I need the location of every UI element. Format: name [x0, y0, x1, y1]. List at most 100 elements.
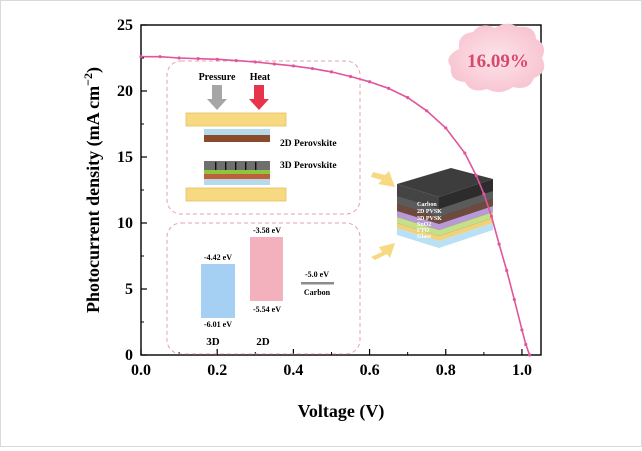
pressure-spike: [225, 162, 227, 170]
layer-glass: [397, 223, 493, 248]
data-point: [512, 297, 516, 302]
3d-label: 3D: [206, 336, 220, 348]
x-tick-label: 0.0: [131, 362, 151, 379]
data-point: [474, 173, 478, 178]
data-point: [482, 192, 486, 196]
y-tick-label: 5: [125, 281, 133, 298]
data-point: [387, 86, 391, 90]
x-axis-label: Voltage (V): [298, 401, 385, 422]
data-point: [139, 55, 143, 59]
device-layer-label: 2D PVSK: [417, 209, 442, 215]
data-point: [505, 268, 509, 273]
y-tick-label: 0: [125, 347, 133, 364]
y-tick-label: 15: [117, 149, 133, 166]
2d-cb-label: -3.58 eV: [253, 226, 281, 235]
3d-perovskite-label: 3D Perovskite: [280, 161, 337, 171]
pressure-spike: [255, 162, 257, 170]
data-point: [329, 70, 334, 74]
data-point: [253, 60, 257, 64]
y-axis-label-main: Photocurrent density (mA cm: [83, 86, 104, 313]
carbon-level-line: [301, 282, 334, 285]
device-stack: Carbon 2D PVSK 3D PVSK SnO2 FTO Glass: [397, 168, 493, 248]
3d-layer-grey: [204, 161, 270, 170]
heat-arrow-icon: [249, 85, 269, 110]
y-axis-label-superscript: −2: [81, 73, 95, 86]
device-layer-label: Carbon: [417, 202, 437, 208]
device-top-face: [397, 168, 493, 197]
data-point: [527, 353, 532, 357]
jv-curve-markers: [139, 55, 532, 357]
bottom-press-plate: [185, 187, 287, 202]
carbon-label: Carbon: [304, 288, 331, 297]
data-point: [406, 96, 410, 100]
layer-2d: [397, 199, 493, 224]
carbon-level-label: -5.0 eV: [305, 270, 329, 279]
data-point: [520, 328, 524, 332]
y-tick-label: 20: [117, 83, 133, 100]
layer-sno2: [397, 212, 493, 236]
3d-cb-label: -4.42 eV: [204, 253, 232, 262]
device-layer-label: 3D PVSK: [417, 216, 442, 222]
2d-band-bar: [250, 237, 283, 301]
data-point: [158, 55, 162, 59]
pressure-spike: [235, 162, 237, 170]
data-point: [425, 109, 429, 113]
layer-3d: [397, 206, 493, 230]
data-point: [177, 56, 181, 60]
3d-vb-label: -6.01 eV: [204, 320, 232, 329]
data-point: [196, 57, 200, 61]
pressure-spike: [215, 162, 217, 170]
data-point: [234, 59, 238, 63]
yellow-arrow-icon: [371, 171, 395, 187]
layer-fto: [397, 218, 493, 241]
x-axis-ticks: 0.0 0.2 0.4 0.6 0.8 1.0: [131, 349, 532, 379]
device-layer-label: SnO2: [417, 222, 431, 228]
efficiency-value: 16.09%: [467, 51, 529, 72]
layer-carbon: [397, 191, 493, 217]
inset-pressure-heat-box: [166, 60, 361, 215]
data-point: [272, 62, 276, 66]
3d-layer-green: [204, 170, 270, 174]
y-tick-label: 10: [117, 215, 133, 232]
y-axis-label-close: ): [83, 67, 104, 73]
data-point: [489, 214, 494, 218]
pressure-label: Pressure: [199, 72, 236, 83]
2d-perovskite-label: 2D Perovskite: [280, 139, 337, 149]
data-point: [291, 64, 295, 68]
heat-label: Heat: [250, 72, 271, 83]
x-tick-label: 0.4: [283, 362, 303, 379]
x-tick-label: 0.6: [360, 362, 380, 379]
badge-cloud-shape: [448, 23, 545, 93]
efficiency-badge: 16.09%: [448, 23, 545, 93]
2d-label: 2D: [256, 336, 270, 348]
data-point: [444, 126, 448, 130]
y-axis-ticks: 0 5 10 15 20 25: [117, 17, 147, 364]
pressure-arrow-icon: [207, 85, 227, 110]
device-layer-label: FTO: [417, 228, 430, 234]
x-tick-label: 0.8: [436, 362, 456, 379]
3d-layer-brown: [204, 174, 270, 179]
data-point: [348, 74, 353, 79]
2d-vb-label: -5.54 eV: [253, 305, 281, 314]
y-axis-label: Photocurrent density (mA cm−2): [81, 67, 104, 313]
2d-layer-dark: [204, 135, 270, 142]
pressure-spike: [245, 162, 247, 170]
x-tick-label: 1.0: [512, 362, 532, 379]
device-layer-label: Glass: [417, 234, 432, 240]
3d-layer-blue: [204, 179, 270, 185]
2d-layer-light: [204, 129, 270, 135]
inset-energy-level-box: [166, 222, 361, 355]
pressure-spikes: [215, 162, 257, 170]
top-press-plate: [185, 112, 287, 127]
data-point: [310, 66, 315, 71]
3d-band-bar: [201, 264, 235, 318]
x-tick-label: 0.2: [207, 362, 227, 379]
data-point: [497, 242, 501, 246]
data-point: [524, 342, 528, 347]
data-point: [367, 80, 372, 84]
y-tick-label: 25: [117, 17, 133, 34]
yellow-arrow-icon: [371, 243, 395, 260]
data-point: [463, 151, 467, 155]
